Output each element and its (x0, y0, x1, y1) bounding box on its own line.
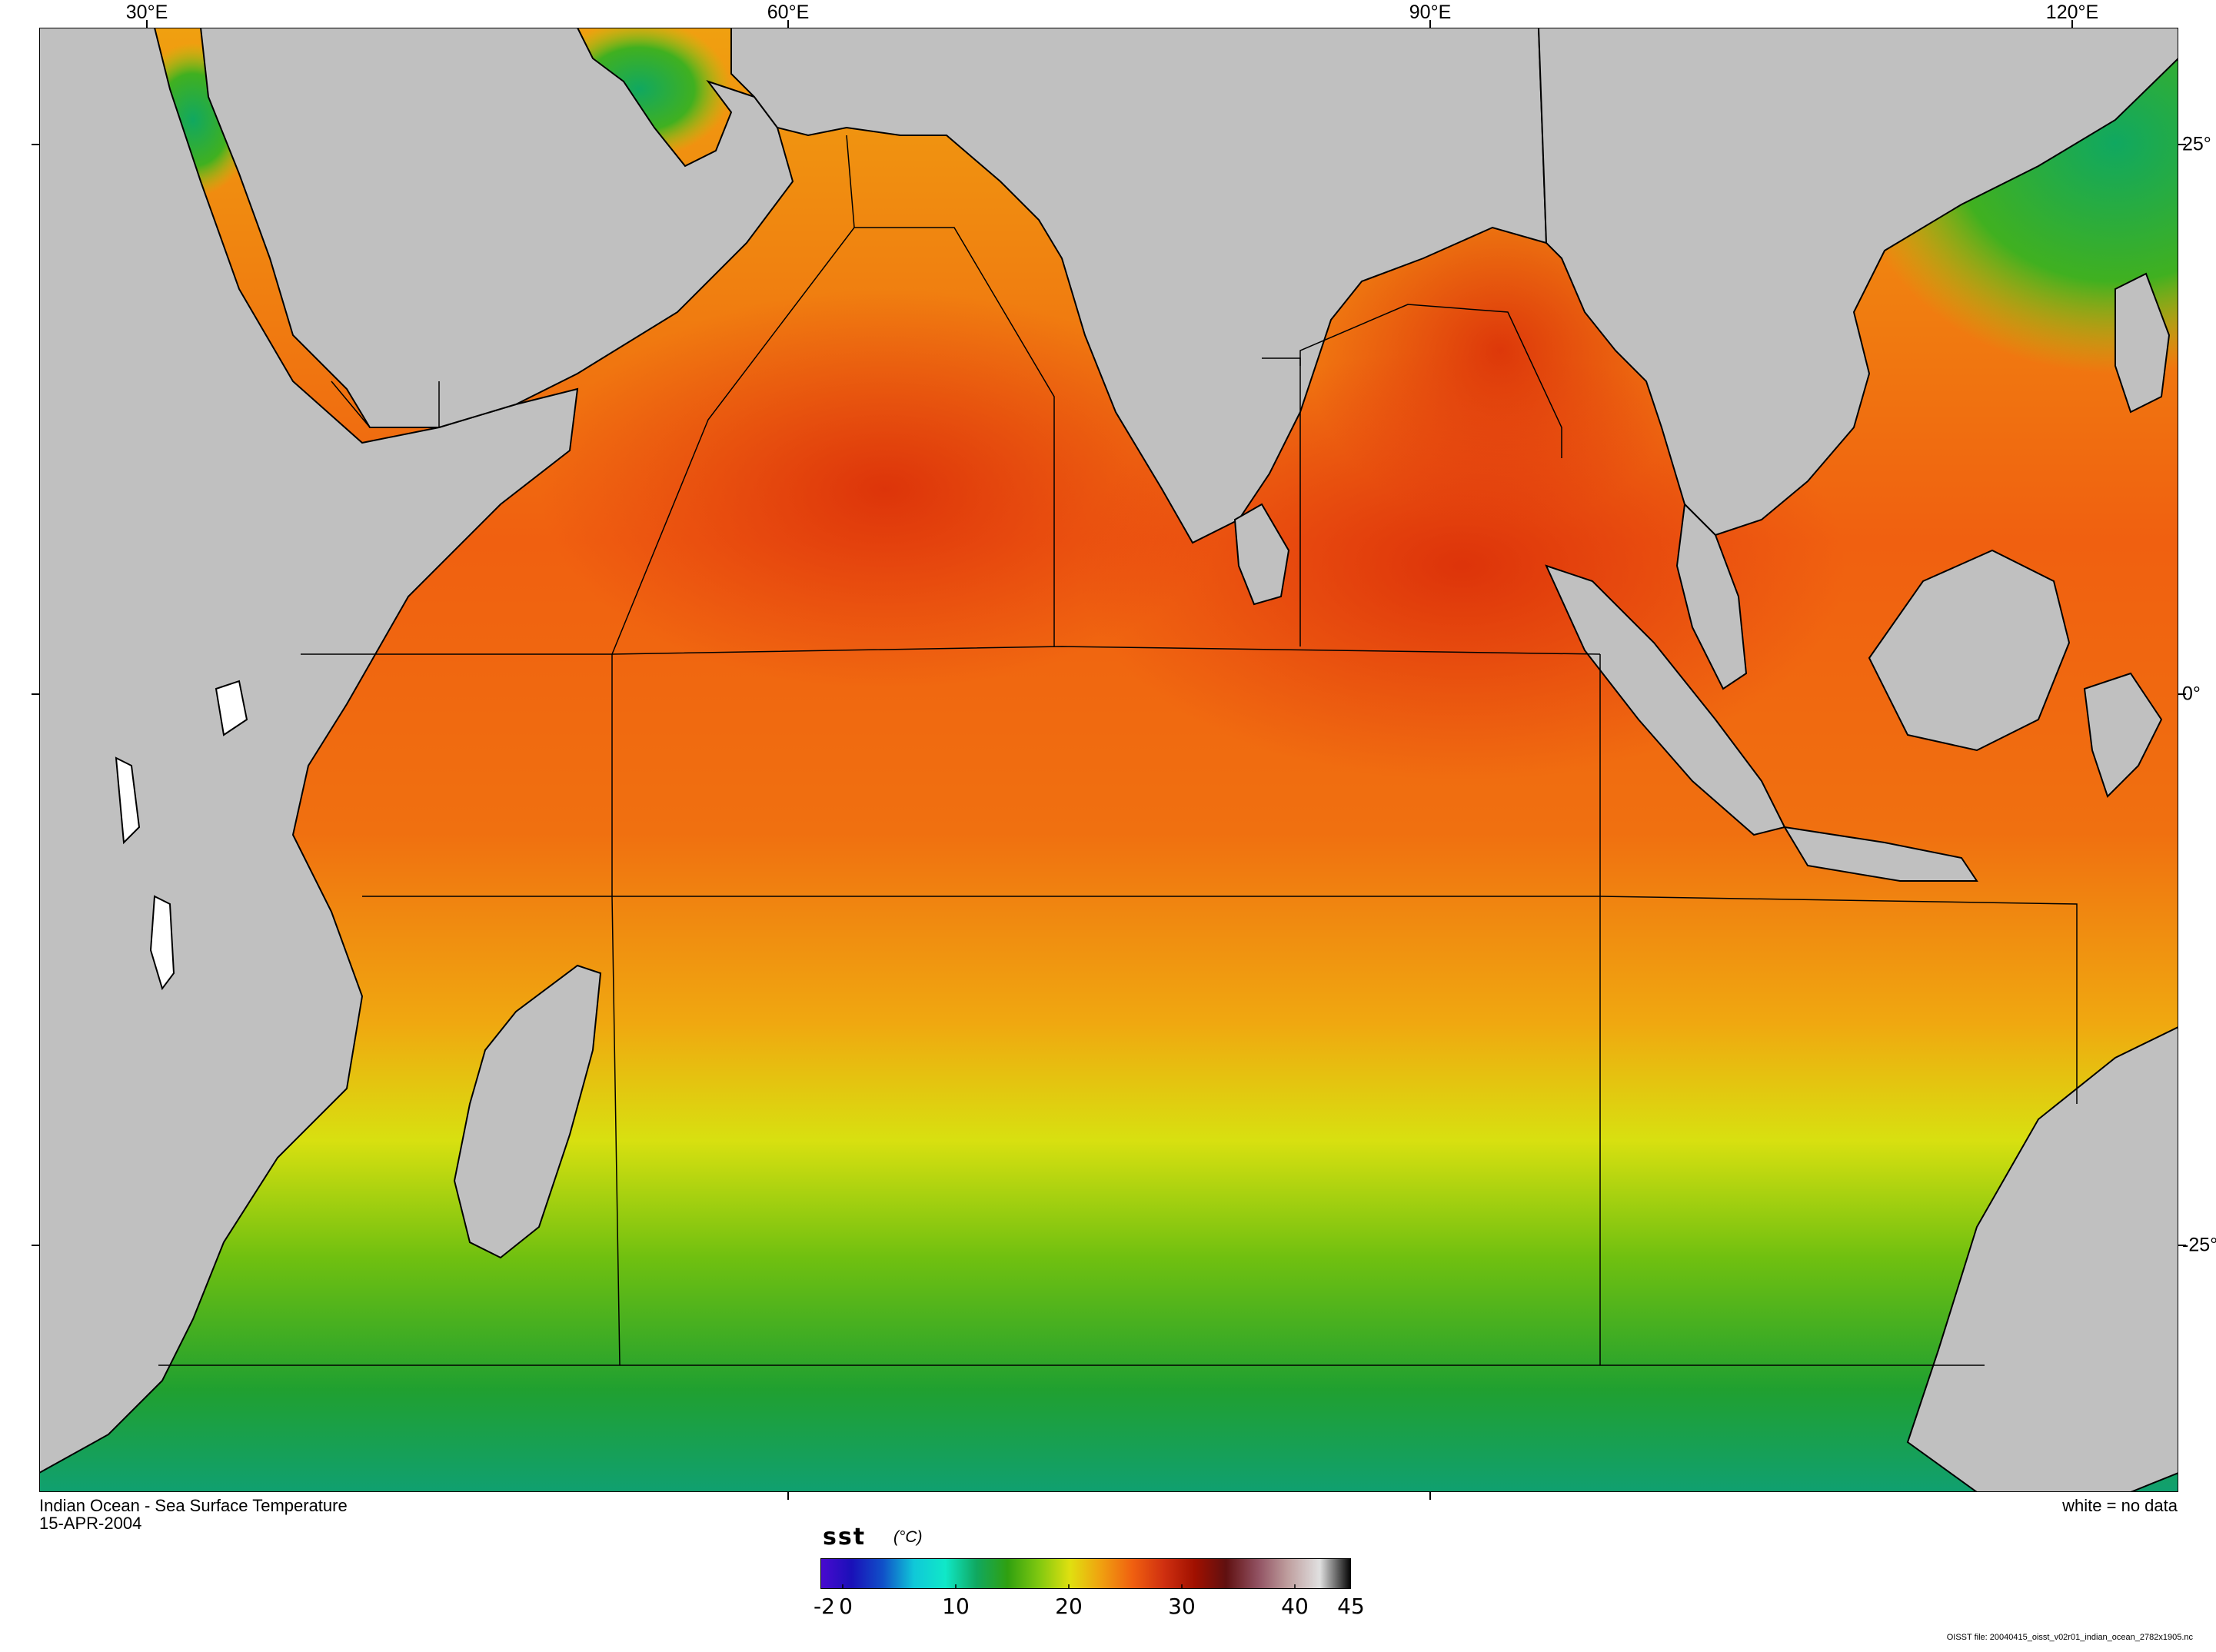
australia (1906, 1025, 2178, 1492)
africa (39, 28, 579, 1474)
file-info: OISST file: 20040415_oisst_v02r01_indian… (1946, 1633, 2193, 1642)
colorbar-unit: (°C) (893, 1528, 923, 1546)
lake-malawi (149, 895, 175, 991)
philippines (2115, 272, 2171, 414)
colorbar-tick-0: 0 (839, 1594, 853, 1619)
land (39, 28, 2178, 1492)
arabia (199, 28, 794, 428)
borneo (1868, 549, 2071, 752)
warm-pool-west (539, 289, 1231, 689)
colorbar-tick-20: 20 (1055, 1594, 1083, 1619)
lat-label-0: 0° (2182, 683, 2201, 705)
madagascar (453, 964, 602, 1259)
sulawesi (2083, 672, 2163, 798)
lon-label-30e: 30°E (125, 2, 168, 23)
colorbar-tick-30: 30 (1168, 1594, 1196, 1619)
lon-label-120e: 120°E (2045, 2, 2099, 23)
sri-lanka (1233, 503, 1290, 606)
sst-map (39, 28, 2178, 1492)
colorbar-tick-minus2: -2 (814, 1594, 835, 1619)
map-date: 15-APR-2004 (39, 1514, 142, 1533)
colorbar-tick-40: 40 (1281, 1594, 1309, 1619)
java (1783, 826, 1978, 882)
indochina (1537, 28, 2178, 537)
colorbar (820, 1558, 1351, 1589)
colorbar-tick-45: 45 (1337, 1594, 1365, 1619)
lake-victoria (215, 680, 248, 736)
no-data-patches (115, 680, 248, 991)
lon-label-60e: 60°E (767, 2, 810, 23)
colorbar-variable: sst (823, 1524, 867, 1551)
lat-label-25s: -25° (2182, 1234, 2216, 1256)
colorbar-fill (820, 1558, 1351, 1589)
no-data-note: white = no data (2062, 1496, 2178, 1515)
malay-peninsula (1675, 502, 1748, 690)
lat-label-25n: 25° (2182, 133, 2211, 155)
south-asia (730, 28, 1548, 544)
region-boundaries (158, 135, 2078, 1366)
colorbar-tick-10: 10 (942, 1594, 970, 1619)
lake-tanganyika (115, 756, 141, 845)
map-title: Indian Ocean - Sea Surface Temperature (39, 1496, 348, 1515)
lon-label-90e: 90°E (1409, 2, 1452, 23)
